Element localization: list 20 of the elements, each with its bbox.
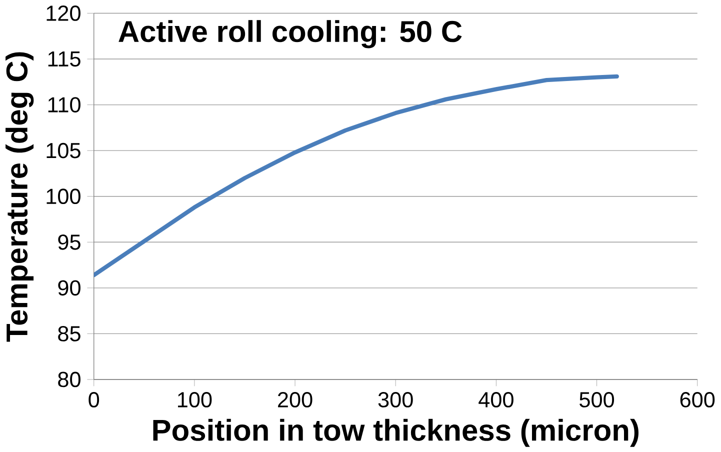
x-tick-label: 400 bbox=[478, 392, 514, 408]
x-tick-label: 300 bbox=[378, 392, 413, 408]
y-tick-label: 85 bbox=[58, 326, 80, 342]
y-tick-label: 110 bbox=[48, 96, 80, 112]
y-tick-label: 80 bbox=[58, 372, 80, 387]
y-tick-label: 90 bbox=[58, 280, 80, 296]
x-tick-label: 600 bbox=[680, 392, 715, 408]
x-tick-label: 0 bbox=[88, 392, 100, 408]
y-axis-title: Temperature (deg C) bbox=[6, 52, 34, 342]
y-tick-label: 100 bbox=[46, 188, 80, 204]
chart-title: Active roll cooling: 50 C bbox=[118, 20, 462, 48]
x-tick-label: 200 bbox=[278, 392, 312, 408]
y-tick-label: 105 bbox=[46, 142, 80, 158]
x-tick-label: 100 bbox=[178, 392, 212, 408]
x-axis-title: Position in tow thickness (micron) bbox=[153, 418, 638, 447]
y-tick-label: 95 bbox=[58, 234, 80, 250]
y-tick-label: 115 bbox=[48, 51, 80, 66]
line-series bbox=[94, 74, 619, 278]
x-tick-label: 500 bbox=[580, 392, 614, 408]
y-tick-label: 120 bbox=[46, 5, 80, 21]
